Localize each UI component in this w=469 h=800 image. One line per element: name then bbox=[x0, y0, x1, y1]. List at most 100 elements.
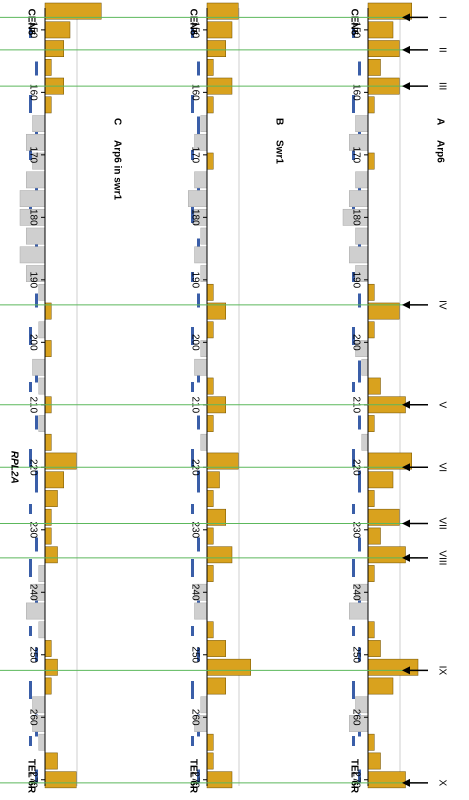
gene-block bbox=[35, 293, 38, 308]
arrow-head bbox=[402, 666, 410, 675]
arrow-head bbox=[402, 300, 410, 309]
bar bbox=[355, 171, 369, 189]
tick-label: 180 bbox=[189, 209, 200, 226]
gene-block bbox=[29, 736, 32, 746]
bar bbox=[19, 190, 46, 207]
gene-block bbox=[352, 327, 355, 345]
bar bbox=[26, 602, 46, 620]
bar bbox=[38, 621, 46, 639]
bar bbox=[367, 471, 394, 489]
panel-title: Arp6 bbox=[434, 140, 445, 163]
panel-letter: C bbox=[111, 118, 122, 125]
gene-block bbox=[191, 28, 194, 38]
gene-label: RPL2A bbox=[8, 451, 19, 484]
arrow-head bbox=[402, 463, 410, 472]
bar bbox=[206, 640, 226, 657]
bar bbox=[367, 283, 375, 301]
panel-letter: B bbox=[273, 118, 284, 125]
bar bbox=[200, 696, 208, 714]
bar bbox=[44, 96, 52, 114]
gene-block bbox=[29, 150, 32, 160]
tel-label: TEL 6R bbox=[348, 759, 359, 794]
bar bbox=[367, 58, 381, 76]
bar bbox=[194, 602, 208, 620]
bar bbox=[367, 96, 375, 114]
bar bbox=[206, 771, 233, 789]
gene-block bbox=[352, 626, 355, 636]
arrow-label: VII bbox=[436, 517, 447, 529]
tick-label: 170 bbox=[189, 147, 200, 164]
bar bbox=[19, 246, 46, 264]
bar bbox=[206, 490, 214, 507]
bar bbox=[361, 433, 369, 451]
arrow-label: V bbox=[436, 401, 447, 408]
gene-block bbox=[352, 95, 355, 113]
gene-block bbox=[197, 61, 200, 76]
bar bbox=[194, 171, 208, 189]
gene-block bbox=[29, 626, 32, 636]
arrow-label: IV bbox=[436, 300, 447, 310]
gene-block bbox=[352, 736, 355, 746]
arrow-head bbox=[402, 553, 410, 562]
bar bbox=[206, 96, 214, 114]
bar bbox=[26, 227, 46, 245]
tick-label: 180 bbox=[27, 209, 38, 226]
bar bbox=[44, 640, 52, 657]
tick-label: 240 bbox=[350, 584, 361, 601]
bar bbox=[349, 602, 369, 620]
bar bbox=[206, 21, 233, 39]
arrow-head bbox=[402, 13, 410, 22]
gene-block bbox=[191, 327, 194, 345]
bar bbox=[206, 283, 214, 301]
gene-block bbox=[358, 415, 361, 430]
bar bbox=[44, 752, 58, 770]
gene-block bbox=[35, 415, 38, 430]
gene-block bbox=[197, 470, 200, 493]
bar bbox=[349, 190, 369, 207]
tick-label: 180 bbox=[350, 209, 361, 226]
bar bbox=[44, 471, 64, 489]
bar bbox=[206, 471, 220, 489]
arrow-head bbox=[402, 519, 410, 528]
tick-label: 150 bbox=[27, 22, 38, 39]
tick-label: 270 bbox=[350, 771, 361, 788]
gene-block bbox=[352, 382, 355, 392]
gene-block bbox=[197, 415, 200, 430]
gene-block bbox=[358, 537, 361, 552]
bar bbox=[206, 546, 233, 564]
gene-block bbox=[35, 470, 38, 493]
tick-label: 150 bbox=[350, 22, 361, 39]
gene-block bbox=[35, 769, 38, 784]
bar bbox=[200, 115, 208, 132]
gene-block bbox=[29, 327, 32, 345]
bar bbox=[355, 115, 369, 132]
bar bbox=[367, 377, 381, 395]
tick-label: 250 bbox=[189, 646, 200, 663]
bar bbox=[367, 152, 375, 170]
bar bbox=[44, 2, 102, 20]
bar bbox=[44, 771, 77, 789]
bar bbox=[200, 433, 208, 451]
bar bbox=[367, 321, 375, 339]
gene-block bbox=[29, 504, 32, 514]
gene-block bbox=[191, 681, 194, 699]
bar bbox=[44, 21, 71, 39]
cen-label: CEN6 bbox=[348, 9, 359, 36]
arrow-head bbox=[402, 82, 410, 91]
tick-label: 200 bbox=[189, 334, 200, 351]
gene-block bbox=[352, 559, 355, 577]
bar bbox=[367, 490, 375, 507]
arrow-label: IX bbox=[436, 666, 447, 676]
gene-block bbox=[191, 736, 194, 746]
arrow-head bbox=[402, 778, 410, 787]
bar bbox=[206, 677, 226, 695]
bar bbox=[367, 415, 375, 432]
gene-block bbox=[197, 293, 200, 308]
tick-label: 170 bbox=[27, 147, 38, 164]
tick-label: 230 bbox=[189, 521, 200, 538]
tick-label: 240 bbox=[189, 584, 200, 601]
tick-label: 260 bbox=[189, 709, 200, 726]
bar bbox=[200, 227, 208, 245]
gene-block bbox=[197, 647, 200, 662]
bar bbox=[367, 658, 419, 676]
